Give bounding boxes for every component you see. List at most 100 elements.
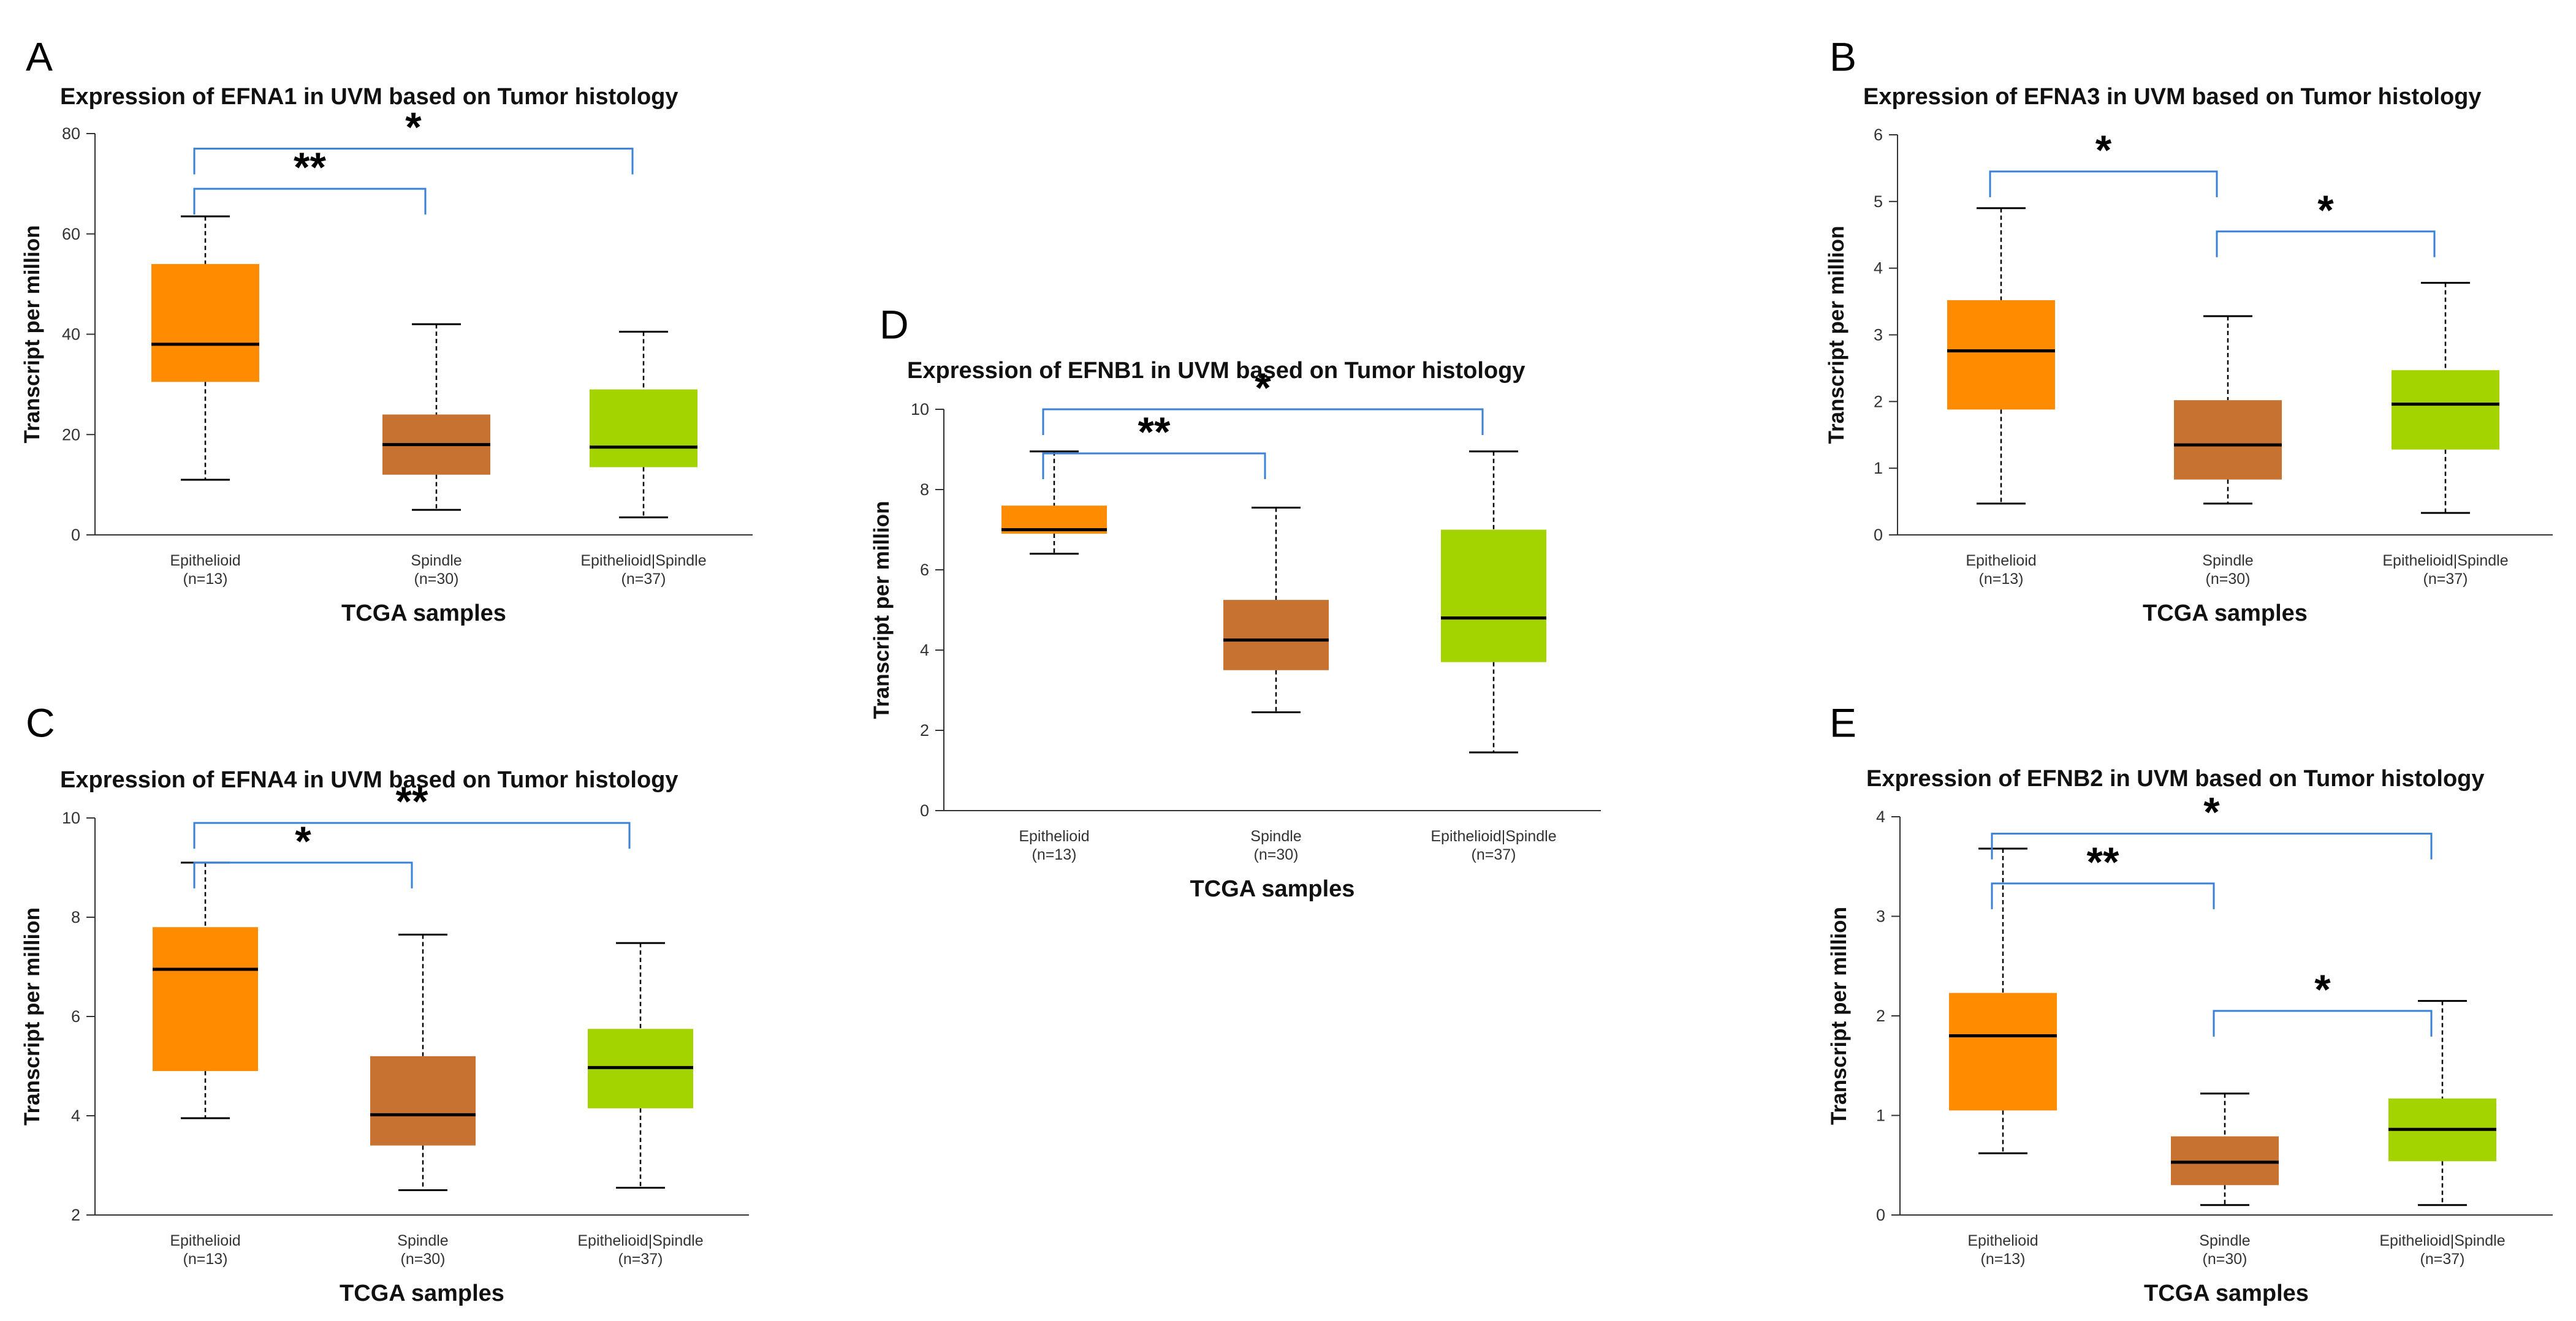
chart-title: Expression of EFNB2 in UVM based on Tumo… <box>1866 766 2485 792</box>
x-tick-label: Epithelioid|Spindle <box>580 552 706 569</box>
significance-stars: * <box>405 104 422 151</box>
significance-stars: * <box>2203 789 2220 836</box>
significance-stars: * <box>2317 187 2334 233</box>
y-tick-label: 40 <box>62 325 80 344</box>
x-axis-label: TCGA samples <box>340 1281 504 1306</box>
y-tick-label: 4 <box>920 641 929 659</box>
x-tick-label: Spindle <box>411 552 462 569</box>
significance-stars: ** <box>1138 409 1171 455</box>
x-tick-label: Epithelioid|Spindle <box>577 1232 703 1249</box>
x-tick-label: Epithelioid <box>1967 1232 2038 1249</box>
x-tick-sample-count: (n=13) <box>1032 846 1077 863</box>
y-tick-label: 6 <box>920 561 929 579</box>
significance-bracket <box>1991 882 2215 909</box>
significance-bracket <box>2216 230 2436 257</box>
x-tick-label: Epithelioid|Spindle <box>2382 552 2508 569</box>
chart-title: Expression of EFNA4 in UVM based on Tumo… <box>60 767 678 793</box>
y-tick-label: 0 <box>1876 1206 1885 1224</box>
box-iqr <box>1947 300 2055 410</box>
chart-title: Expression of EFNA3 in UVM based on Tumo… <box>1863 84 2482 110</box>
box-iqr <box>1949 993 2057 1111</box>
x-tick-sample-count: (n=13) <box>183 1251 228 1268</box>
box-spindle <box>1223 506 1329 714</box>
x-axis-label: TCGA samples <box>2144 1281 2309 1306</box>
panel-label: A <box>26 34 53 79</box>
significance-bracket <box>1042 408 1484 435</box>
box-epithelioid <box>1001 450 1107 555</box>
y-tick-label: 0 <box>71 526 80 544</box>
y-tick-label: 10 <box>911 400 929 418</box>
y-tick-label: 0 <box>1874 526 1883 544</box>
y-tick-label: 10 <box>62 809 80 827</box>
significance-stars: ** <box>396 778 428 825</box>
box-iqr <box>151 263 259 382</box>
box-iqr <box>2174 400 2282 480</box>
box-epithelioid-spindle <box>588 942 693 1189</box>
x-tick-sample-count: (n=37) <box>1472 846 1516 863</box>
x-tick-sample-count: (n=37) <box>618 1251 663 1268</box>
x-tick-sample-count: (n=13) <box>183 570 228 588</box>
y-tick-label: 2 <box>1876 1007 1885 1025</box>
y-tick-label: 3 <box>1876 907 1885 926</box>
y-tick-label: 4 <box>1876 808 1885 826</box>
box-epithelioid-spindle <box>2392 282 2499 514</box>
significance-stars: ** <box>2087 839 2119 885</box>
box-epithelioid <box>151 215 259 481</box>
box-iqr <box>370 1056 476 1146</box>
x-tick-sample-count: (n=30) <box>1254 846 1299 863</box>
significance-stars: * <box>2095 127 2112 173</box>
x-tick-sample-count: (n=30) <box>401 1251 446 1268</box>
x-tick-label: Spindle <box>2199 1232 2250 1249</box>
significance-bracket <box>193 187 427 215</box>
x-tick-sample-count: (n=13) <box>1981 1251 2026 1268</box>
chart-panel-e: E Expression of EFNB2 in UVM based on Tum… <box>1827 700 2553 1306</box>
box-iqr <box>153 927 258 1072</box>
significance-bracket <box>193 861 413 888</box>
box-iqr <box>590 389 697 467</box>
box-spindle <box>370 933 476 1191</box>
box-spindle <box>382 323 490 511</box>
y-tick-label: 4 <box>71 1107 80 1125</box>
significance-bracket <box>1991 833 2433 860</box>
x-tick-sample-count: (n=37) <box>2423 570 2468 588</box>
x-tick-sample-count: (n=30) <box>2206 570 2251 588</box>
x-tick-label: Spindle <box>1250 828 1301 845</box>
box-epithelioid-spindle <box>2388 1000 2496 1206</box>
significance-stars: * <box>1255 365 1271 411</box>
significance-bracket <box>1042 452 1266 480</box>
chart-title: Expression of EFNB1 in UVM based on Tumo… <box>907 358 1525 384</box>
y-tick-label: 8 <box>71 908 80 926</box>
box-iqr <box>1223 600 1329 670</box>
y-tick-label: 2 <box>71 1206 80 1224</box>
box-epithelioid-spindle <box>1441 450 1546 754</box>
box-iqr <box>1441 529 1546 662</box>
y-tick-label: 0 <box>920 801 929 820</box>
chart-title: Expression of EFNA1 in UVM based on Tumo… <box>60 84 678 110</box>
chart-panel-d: D Expression of EFNB1 in UVM based on Tum… <box>870 301 1601 902</box>
x-tick-sample-count: (n=37) <box>2420 1251 2465 1268</box>
y-tick-label: 20 <box>62 425 80 444</box>
x-axis-label: TCGA samples <box>341 600 506 626</box>
box-iqr <box>2392 370 2499 450</box>
y-axis-label: Transcript per million <box>1825 226 1848 444</box>
y-tick-label: 5 <box>1874 192 1883 211</box>
x-tick-sample-count: (n=30) <box>2203 1251 2247 1268</box>
y-tick-label: 1 <box>1874 459 1883 477</box>
y-tick-label: 8 <box>920 480 929 499</box>
significance-bracket <box>1989 170 2218 197</box>
y-axis-label: Transcript per million <box>1827 907 1851 1125</box>
x-tick-label: Epithelioid|Spindle <box>1430 828 1556 845</box>
x-axis-label: TCGA samples <box>1190 876 1355 902</box>
chart-panel-a: A Expression of EFNA1 in UVM based on Tum… <box>20 34 753 626</box>
x-axis-label: TCGA samples <box>2143 600 2308 626</box>
significance-stars: * <box>295 818 311 865</box>
chart-panel-b: B Expression of EFNA3 in UVM based on Tum… <box>1825 34 2553 626</box>
box-spindle <box>2174 315 2282 505</box>
y-tick-label: 4 <box>1874 259 1883 278</box>
box-epithelioid <box>1947 207 2055 505</box>
panel-label: C <box>26 700 55 745</box>
panel-label: D <box>880 301 909 347</box>
significance-bracket <box>2213 1010 2433 1037</box>
y-tick-label: 6 <box>71 1007 80 1026</box>
